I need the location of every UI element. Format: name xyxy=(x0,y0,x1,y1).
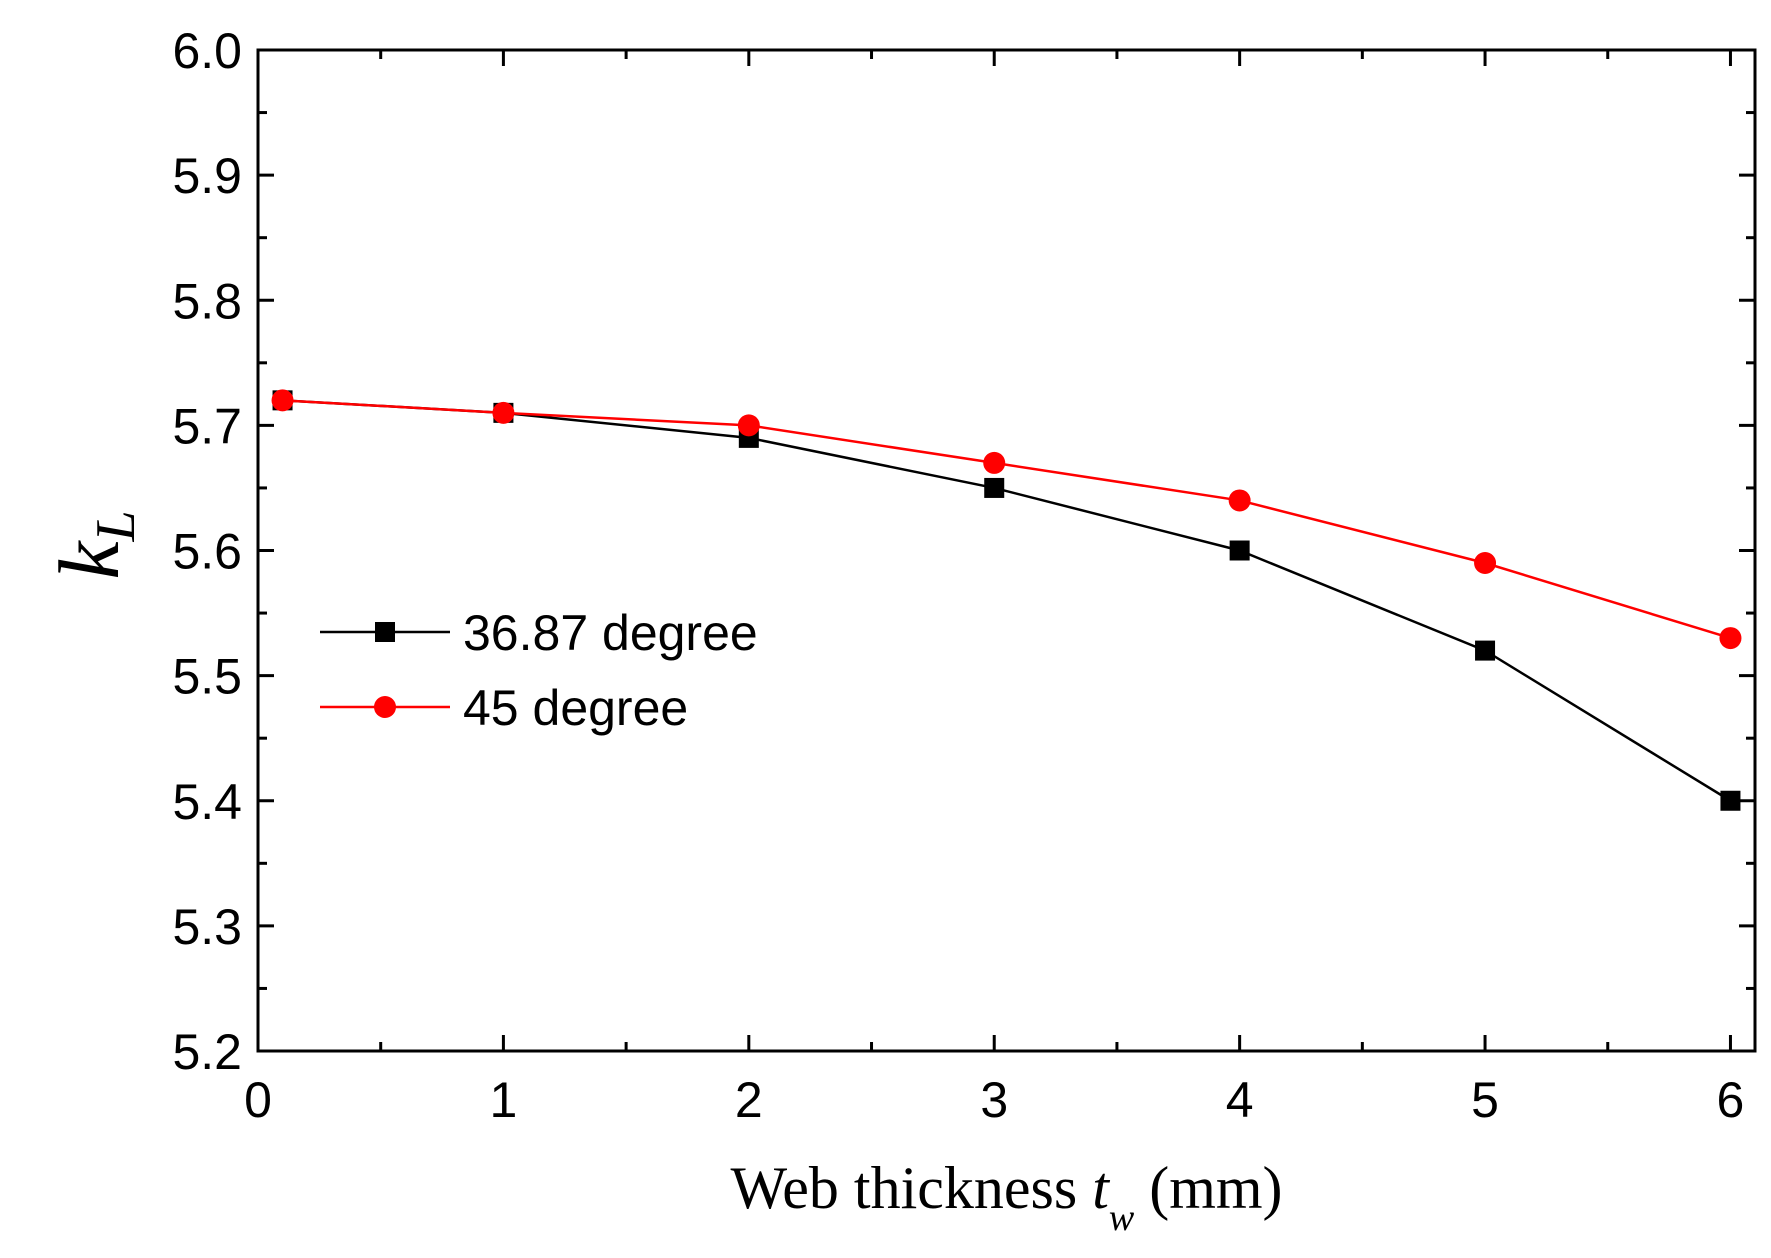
x-axis-label-suffix: (mm) xyxy=(1134,1155,1282,1221)
data-point xyxy=(983,451,1006,474)
x-axis-label-sub: w xyxy=(1109,1197,1135,1239)
x-axis-label-var: t xyxy=(1092,1155,1110,1221)
data-point xyxy=(1475,640,1496,661)
y-tick-label: 5.6 xyxy=(172,524,242,580)
data-point xyxy=(1720,790,1741,811)
series-line xyxy=(282,399,1732,802)
data-point xyxy=(492,401,515,424)
y-axis-label-sub: L xyxy=(85,510,147,542)
y-tick-label: 5.3 xyxy=(172,899,242,955)
plot-frame xyxy=(256,48,1757,1053)
x-tick-label: 3 xyxy=(980,1072,1008,1128)
y-tick-label: 5.5 xyxy=(172,649,242,705)
y-tick-label: 6.0 xyxy=(172,23,242,79)
data-point xyxy=(984,477,1005,498)
data-point xyxy=(1719,627,1742,650)
y-tick-label: 5.9 xyxy=(172,148,242,204)
x-tick-label: 2 xyxy=(735,1072,763,1128)
x-axis-label-prefix: Web thickness xyxy=(730,1155,1092,1221)
y-tick-label: 5.2 xyxy=(172,1024,242,1080)
legend-label: 45 degree xyxy=(463,680,688,736)
legend-marker xyxy=(375,622,395,642)
y-axis-label: kL xyxy=(41,510,147,579)
y-axis-label-var: k xyxy=(41,540,137,580)
data-point xyxy=(737,414,760,437)
y-tick-label: 5.8 xyxy=(172,273,242,329)
x-tick-label: 5 xyxy=(1471,1072,1499,1128)
data-point xyxy=(271,389,294,412)
data-point xyxy=(1228,489,1251,512)
y-tick-label: 5.4 xyxy=(172,774,242,830)
data-point xyxy=(1474,552,1497,575)
x-tick-label: 6 xyxy=(1717,1072,1745,1128)
x-tick-label: 0 xyxy=(244,1072,272,1128)
y-tick-label: 5.7 xyxy=(172,398,242,454)
data-point xyxy=(1229,540,1250,561)
x-tick-label: 1 xyxy=(490,1072,518,1128)
series-line xyxy=(282,399,1731,640)
legend-marker xyxy=(374,696,396,718)
legend-label: 36.87 degree xyxy=(463,605,758,661)
x-tick-label: 4 xyxy=(1226,1072,1254,1128)
x-axis-label: Web thickness tw (mm) xyxy=(730,1155,1282,1239)
